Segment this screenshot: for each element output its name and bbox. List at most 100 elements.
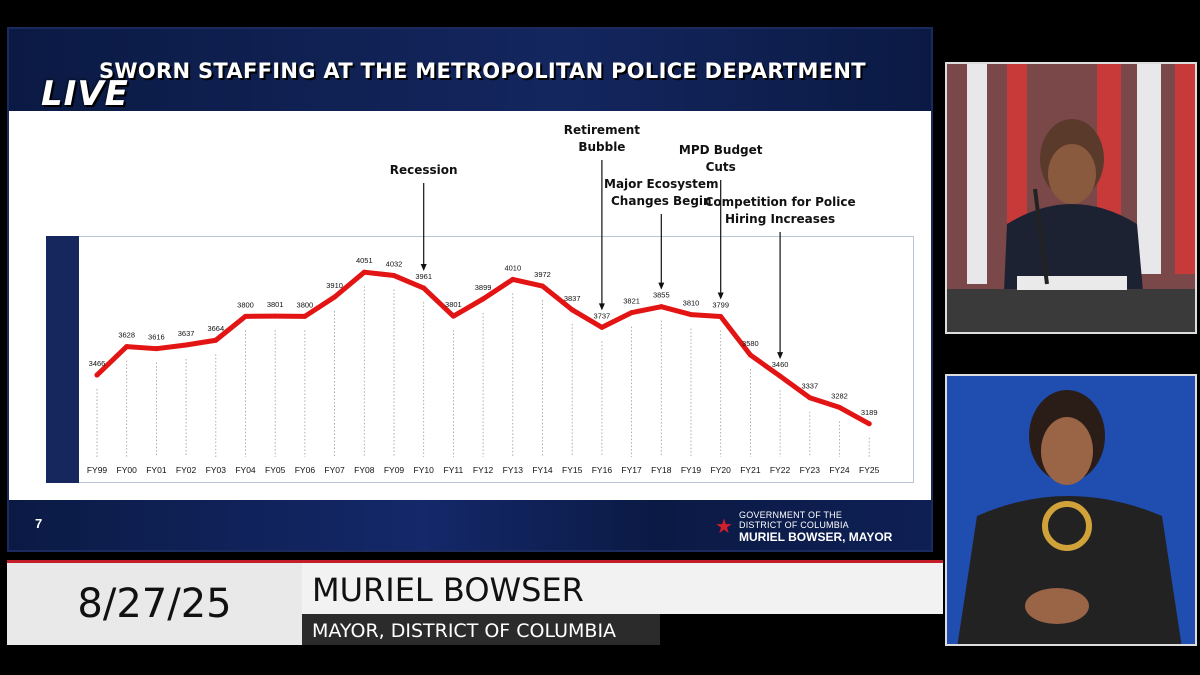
annotation-label: Recession — [389, 163, 458, 177]
interpreter-video-image — [947, 376, 1195, 644]
data-label: 3855 — [653, 291, 670, 300]
x-tick-label: FY18 — [651, 465, 672, 475]
data-label: 3821 — [623, 297, 640, 306]
annotation-label: Retirement Bubble — [563, 123, 640, 154]
data-point — [183, 342, 189, 348]
data-point — [480, 296, 486, 302]
y-tick-label: 3600 — [25, 348, 43, 357]
x-tick-label: FY13 — [503, 465, 524, 475]
x-tick-label: FY10 — [414, 465, 435, 475]
data-point — [569, 307, 575, 313]
data-point — [361, 269, 367, 275]
x-tick-label: FY09 — [384, 465, 405, 475]
data-label: 3837 — [564, 294, 581, 303]
y-axis-band — [46, 236, 79, 483]
x-tick-label: FY04 — [235, 465, 256, 475]
x-tick-label: FY08 — [354, 465, 375, 475]
data-label: 3961 — [415, 272, 432, 281]
gov-logo-line3: MURIEL BOWSER, MAYOR — [739, 530, 893, 544]
data-point — [599, 324, 605, 330]
annotation-arrow-head — [598, 303, 605, 311]
lower-third: 8/27/25 MURIEL BOWSER MAYOR, DISTRICT OF… — [7, 560, 943, 645]
annotation-label: MPD Budget Cuts — [678, 143, 763, 174]
x-tick-label: FY99 — [87, 465, 108, 475]
speaker-title: MAYOR, DISTRICT OF COLUMBIA — [312, 620, 617, 642]
data-point — [153, 346, 159, 352]
data-label: 3910 — [326, 281, 343, 290]
annotation-label: Major Ecosystem Changes Begin — [604, 177, 719, 208]
x-tick-label: FY21 — [740, 465, 761, 475]
gov-logo-line1: GOVERNMENT OF THE — [739, 510, 843, 520]
annotation-label: Competition for Police Hiring Increases — [704, 195, 856, 226]
x-tick-label: FY06 — [295, 465, 316, 475]
annotation-arrow-head — [717, 292, 724, 300]
data-point — [332, 294, 338, 300]
y-tick-label: 3200 — [25, 418, 43, 427]
data-point — [391, 273, 397, 279]
data-label: 3580 — [742, 339, 759, 348]
speaker-video-feed — [945, 62, 1197, 334]
data-point — [124, 344, 130, 350]
data-label: 4051 — [356, 256, 373, 265]
slide-footer: 7 ★ GOVERNMENT OF THE DISTRICT OF COLUMB… — [9, 500, 931, 550]
role-box: MAYOR, DISTRICT OF COLUMBIA — [302, 614, 660, 645]
data-point — [213, 337, 219, 343]
gov-logo-line2: DISTRICT OF COLUMBIA — [739, 520, 849, 530]
data-label: 3460 — [772, 360, 789, 369]
data-label: 3337 — [801, 382, 818, 391]
x-tick-label: FY16 — [592, 465, 613, 475]
speaker-video-image — [947, 64, 1195, 332]
data-point — [243, 313, 248, 319]
x-tick-label: FY07 — [324, 465, 345, 475]
data-label: 3628 — [118, 331, 135, 340]
staffing-line-chart: 3000 3200 3400 3600 3800 4000 4200 FY99 FY00 FY01… — [25, 160, 880, 475]
slide-page-number: 7 — [35, 516, 43, 531]
x-tick-label: FY19 — [681, 465, 702, 475]
data-point — [747, 352, 753, 358]
annotation-arrow-head — [777, 352, 784, 360]
x-tick-label: FY03 — [206, 465, 227, 475]
slide-title: SWORN STAFFING AT THE METROPOLITAN POLIC… — [99, 59, 866, 83]
data-label: 3737 — [594, 311, 611, 320]
data-point — [866, 421, 872, 427]
data-label: 3800 — [237, 300, 254, 309]
data-point — [629, 310, 635, 316]
data-label: 3466 — [89, 359, 106, 368]
data-label: 3637 — [178, 329, 195, 338]
y-tick-label: 3400 — [25, 383, 43, 392]
y-tick-label: 4200 — [25, 242, 43, 251]
x-tick-label: FY25 — [859, 465, 880, 475]
data-point — [302, 313, 308, 319]
x-tick-label: FY00 — [117, 465, 138, 475]
data-point — [510, 276, 516, 282]
x-tick-label: FY23 — [800, 465, 821, 475]
annotation-arrow-head — [658, 282, 665, 290]
dc-government-logo: ★ GOVERNMENT OF THE DISTRICT OF COLUMBIA… — [715, 508, 915, 544]
sign-language-interpreter-feed — [945, 374, 1197, 646]
broadcast-date: 8/27/25 — [77, 581, 232, 627]
data-point — [777, 373, 783, 379]
x-tick-label: FY01 — [146, 465, 167, 475]
x-tick-label: FY02 — [176, 465, 197, 475]
data-point — [421, 285, 427, 291]
data-point — [807, 395, 813, 401]
x-tick-label: FY20 — [711, 465, 732, 475]
data-point — [688, 312, 694, 318]
data-label: 3664 — [207, 324, 224, 333]
data-label: 3801 — [267, 300, 284, 309]
x-tick-label: FY12 — [473, 465, 494, 475]
x-tick-label: FY15 — [562, 465, 583, 475]
x-tick-label: FY05 — [265, 465, 286, 475]
chart-frame — [46, 236, 914, 483]
data-point — [272, 313, 278, 319]
presentation-slide: SWORN STAFFING AT THE METROPOLITAN POLIC… — [7, 27, 933, 552]
data-label: 3810 — [683, 299, 700, 308]
name-box: MURIEL BOWSER — [302, 560, 943, 614]
data-point — [450, 313, 456, 319]
x-tick-label: FY14 — [532, 465, 553, 475]
data-point — [837, 404, 842, 410]
y-tick-label: 4000 — [25, 277, 43, 286]
y-tick-label: 3800 — [25, 312, 43, 321]
speaker-name: MURIEL BOWSER — [312, 571, 584, 609]
live-badge: LIVE — [41, 74, 129, 114]
